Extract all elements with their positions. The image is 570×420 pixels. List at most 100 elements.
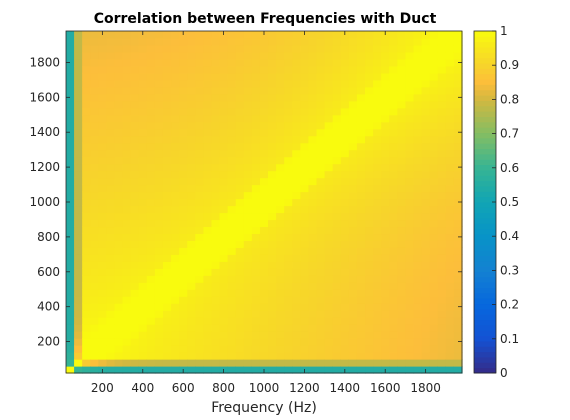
heatmap-cell <box>348 366 358 374</box>
heatmap-cell <box>251 100 261 109</box>
heatmap-cell <box>445 275 455 283</box>
heatmap-cell <box>316 114 326 123</box>
heatmap-cell <box>171 107 180 116</box>
heatmap-cell <box>203 51 213 60</box>
heatmap-cell <box>308 135 318 144</box>
heatmap-cell <box>381 142 390 151</box>
heatmap-cell <box>421 86 431 95</box>
heatmap-cell <box>171 65 180 74</box>
heatmap-cell <box>138 37 148 46</box>
heatmap-cell <box>74 121 83 130</box>
heatmap-cell <box>235 345 245 353</box>
heatmap-cell <box>259 352 269 360</box>
heatmap-cell <box>98 212 108 221</box>
heatmap-cell <box>348 191 358 200</box>
heatmap-cell <box>82 58 91 67</box>
heatmap-cell <box>114 275 124 283</box>
heatmap-cell <box>195 240 204 248</box>
heatmap-cell <box>130 289 140 297</box>
colorbar-band <box>474 41 496 48</box>
heatmap-cell <box>154 338 164 346</box>
heatmap-cell <box>227 240 237 248</box>
heatmap-cell <box>292 135 301 144</box>
heatmap-cell <box>138 289 148 297</box>
heatmap-cell <box>324 58 334 67</box>
heatmap-cell <box>259 65 269 74</box>
heatmap-cell <box>195 184 204 193</box>
heatmap-cell <box>421 58 431 67</box>
heatmap-cell <box>138 51 148 60</box>
heatmap-cell <box>381 86 390 95</box>
heatmap-cell <box>437 254 447 262</box>
heatmap-cell <box>340 275 350 283</box>
heatmap-cell <box>356 282 366 290</box>
heatmap-cell <box>356 205 366 214</box>
heatmap-cell <box>316 86 326 95</box>
colorbar-band <box>474 335 496 342</box>
heatmap-cell <box>381 177 390 186</box>
heatmap-cell <box>340 303 350 311</box>
heatmap-cell <box>114 317 124 325</box>
heatmap-cell <box>308 72 318 81</box>
heatmap-cell <box>98 282 108 290</box>
heatmap-cell <box>284 233 293 241</box>
heatmap-cell <box>453 254 463 262</box>
heatmap-cell <box>453 345 463 353</box>
heatmap-cell <box>365 184 374 193</box>
heatmap-cell <box>98 58 108 67</box>
heatmap-cell <box>332 128 342 137</box>
heatmap-cell <box>74 296 83 304</box>
heatmap-cell <box>259 240 269 248</box>
heatmap-cell <box>219 261 229 269</box>
heatmap-cell <box>300 86 310 95</box>
heatmap-cell <box>122 156 132 165</box>
heatmap-cell <box>235 51 245 60</box>
heatmap-cell <box>405 352 415 360</box>
heatmap-cell <box>284 156 293 165</box>
heatmap-cell <box>106 93 116 102</box>
heatmap-cell <box>421 338 431 346</box>
heatmap-cell <box>90 289 99 297</box>
heatmap-cell <box>74 289 83 297</box>
heatmap-cell <box>365 345 374 353</box>
heatmap-cell <box>259 149 269 158</box>
x-tick-label: 1800 <box>410 381 441 395</box>
heatmap-cell <box>130 240 140 248</box>
heatmap-cell <box>300 303 310 311</box>
heatmap-cell <box>162 72 172 81</box>
heatmap-cell <box>227 191 237 200</box>
heatmap-cell <box>397 58 407 67</box>
heatmap-cell <box>130 212 140 221</box>
heatmap-cell <box>211 226 221 235</box>
heatmap-cell <box>373 331 382 339</box>
heatmap-cell <box>235 170 245 179</box>
heatmap-cell <box>82 135 91 144</box>
heatmap-cell <box>227 247 237 255</box>
heatmap-cell <box>445 198 455 207</box>
heatmap-cell <box>130 135 140 144</box>
heatmap-cell <box>74 359 83 367</box>
heatmap-cell <box>195 163 204 172</box>
heatmap-cell <box>316 79 326 88</box>
heatmap-cell <box>437 72 447 81</box>
heatmap-cell <box>138 156 148 165</box>
heatmap-cell <box>413 345 423 353</box>
heatmap-cell <box>195 107 204 116</box>
heatmap-cell <box>413 142 423 151</box>
heatmap-cell <box>405 219 415 228</box>
heatmap-cell <box>130 338 140 346</box>
colorbar-band <box>474 276 496 283</box>
heatmap-cell <box>429 72 439 81</box>
x-tick-label: 1000 <box>249 381 280 395</box>
heatmap-cell <box>235 275 245 283</box>
heatmap-cell <box>154 31 164 39</box>
heatmap-cell <box>405 324 415 332</box>
heatmap-cell <box>98 135 108 144</box>
heatmap-cell <box>122 317 132 325</box>
heatmap-cell <box>348 198 358 207</box>
heatmap-cell <box>453 65 463 74</box>
heatmap-cell <box>122 219 132 228</box>
heatmap-cell <box>316 261 326 269</box>
heatmap-cell <box>195 142 204 151</box>
heatmap-cell <box>235 310 245 318</box>
